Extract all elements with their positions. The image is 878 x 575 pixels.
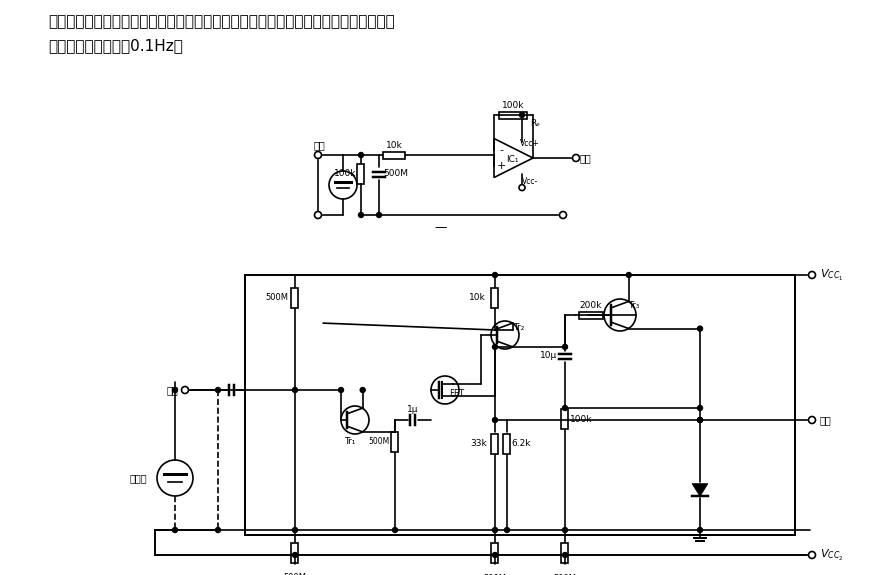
- Circle shape: [492, 417, 497, 423]
- Circle shape: [492, 553, 497, 558]
- Text: Tr₂: Tr₂: [513, 323, 524, 332]
- Circle shape: [360, 388, 364, 393]
- Text: 1μ: 1μ: [407, 405, 418, 415]
- Circle shape: [181, 386, 188, 393]
- Text: 500M: 500M: [369, 438, 390, 447]
- Circle shape: [626, 273, 630, 278]
- Text: 低频下限频率取决于加速度传感器的内部电阱和电容，通常决定于电压前置放大器的输: 低频下限频率取决于加速度传感器的内部电阱和电容，通常决定于电压前置放大器的输: [48, 14, 394, 29]
- Text: Vᴄᴄ-: Vᴄᴄ-: [522, 177, 537, 186]
- Circle shape: [562, 344, 567, 350]
- Text: IC₁: IC₁: [506, 155, 518, 164]
- Text: $V_{CC_2}$: $V_{CC_2}$: [819, 547, 842, 562]
- Text: 500M: 500M: [553, 574, 576, 575]
- Circle shape: [562, 553, 567, 558]
- Circle shape: [697, 417, 702, 423]
- Text: Rₑ: Rₑ: [530, 118, 540, 128]
- Circle shape: [504, 527, 509, 532]
- Circle shape: [808, 271, 815, 278]
- Bar: [491, 543, 498, 563]
- Text: 500M: 500M: [284, 573, 306, 575]
- Circle shape: [492, 273, 497, 278]
- Circle shape: [518, 185, 524, 190]
- Text: 输入: 输入: [313, 140, 326, 150]
- Bar: [499, 112, 527, 118]
- Text: 33k: 33k: [470, 439, 486, 448]
- Circle shape: [292, 388, 297, 393]
- Circle shape: [808, 551, 815, 558]
- Bar: [579, 312, 602, 319]
- Text: 10k: 10k: [468, 293, 485, 302]
- Bar: [503, 434, 510, 454]
- Text: 500M: 500M: [265, 293, 288, 302]
- Text: FET: FET: [449, 389, 464, 398]
- Text: Vᴄᴄ+: Vᴄᴄ+: [520, 139, 539, 148]
- Text: 100k: 100k: [569, 415, 592, 424]
- Text: 10μ: 10μ: [540, 351, 557, 361]
- Circle shape: [314, 151, 321, 159]
- Circle shape: [492, 527, 497, 532]
- Text: Tr₁: Tr₁: [344, 438, 356, 447]
- Circle shape: [292, 527, 297, 532]
- Bar: [383, 151, 405, 159]
- Bar: [357, 164, 364, 184]
- Circle shape: [215, 388, 220, 393]
- Text: 100k: 100k: [334, 170, 356, 178]
- Text: 500M: 500M: [383, 170, 408, 178]
- Text: 100k: 100k: [501, 101, 524, 109]
- Circle shape: [697, 326, 702, 331]
- Circle shape: [358, 213, 363, 217]
- Text: 6.2k: 6.2k: [511, 439, 530, 448]
- Text: -: -: [499, 145, 502, 155]
- Text: 200k: 200k: [579, 301, 601, 309]
- Bar: [391, 432, 398, 452]
- Bar: [491, 434, 498, 454]
- Circle shape: [492, 344, 497, 350]
- Bar: [245, 275, 794, 535]
- Bar: [491, 288, 498, 308]
- Text: 输入: 输入: [166, 385, 178, 395]
- Bar: [561, 543, 568, 563]
- Bar: [291, 543, 299, 563]
- Circle shape: [562, 527, 567, 532]
- Text: 传感器: 传感器: [129, 473, 147, 483]
- Text: 10k: 10k: [385, 140, 402, 150]
- Text: 输出: 输出: [819, 415, 831, 425]
- Circle shape: [562, 405, 567, 411]
- Circle shape: [519, 113, 524, 117]
- Circle shape: [697, 527, 702, 532]
- Text: 入阻抗，下限频率为0.1Hz。: 入阻抗，下限频率为0.1Hz。: [48, 39, 183, 53]
- Circle shape: [808, 416, 815, 424]
- Text: +: +: [496, 162, 505, 171]
- Text: Tr₃: Tr₃: [628, 301, 639, 309]
- Circle shape: [392, 527, 397, 532]
- Circle shape: [215, 527, 220, 532]
- Circle shape: [697, 405, 702, 411]
- Bar: [291, 288, 299, 308]
- Circle shape: [172, 527, 177, 532]
- Polygon shape: [691, 484, 707, 496]
- Circle shape: [572, 155, 579, 162]
- Circle shape: [697, 417, 702, 423]
- Circle shape: [292, 553, 297, 558]
- Text: $V_{CC_1}$: $V_{CC_1}$: [819, 267, 842, 282]
- Circle shape: [172, 388, 177, 393]
- Circle shape: [338, 388, 343, 393]
- Bar: [561, 409, 568, 429]
- Circle shape: [314, 212, 321, 218]
- Text: —: —: [434, 221, 446, 235]
- Circle shape: [358, 152, 363, 158]
- Circle shape: [376, 213, 381, 217]
- Circle shape: [559, 212, 565, 218]
- Text: 500M: 500M: [483, 574, 506, 575]
- Text: 输出: 输出: [579, 153, 590, 163]
